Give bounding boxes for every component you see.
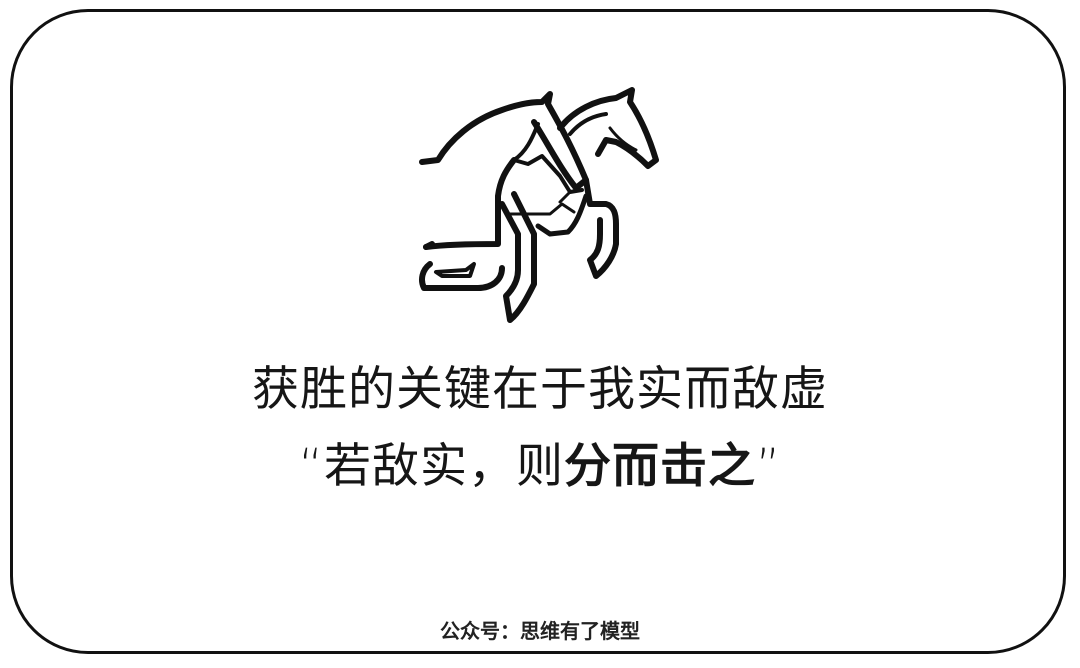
quote-close-mark: ” xyxy=(756,439,782,494)
jumping-horse-icon xyxy=(419,87,659,323)
quote-open-mark: “ xyxy=(298,439,324,494)
quote-line: “若敌实，则分而击之” xyxy=(0,436,1080,498)
quote-bold-text: 分而击之 xyxy=(564,439,756,494)
quote-light-text: 若敌实，则 xyxy=(324,439,564,494)
footer-account-name: 公众号：思维有了模型 xyxy=(440,619,640,643)
headline: 获胜的关键在于我实而敌虚 xyxy=(252,362,828,417)
quote-card xyxy=(10,9,1066,654)
